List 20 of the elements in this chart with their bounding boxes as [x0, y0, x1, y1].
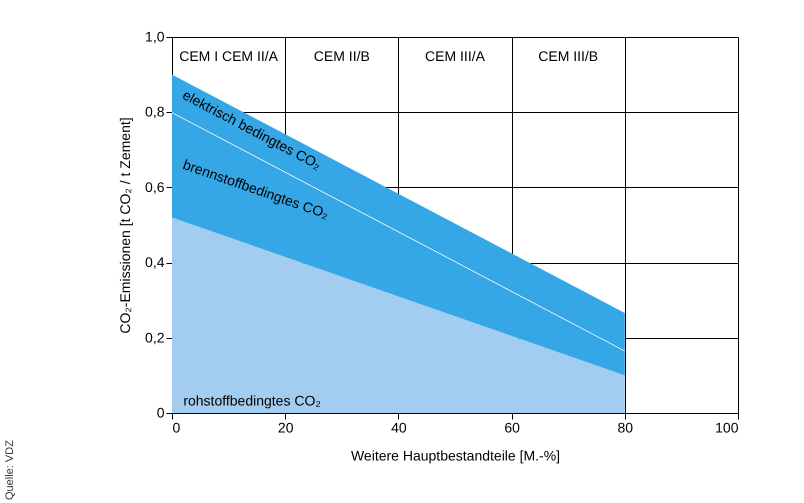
source-note: Quelle: VDZ: [4, 440, 16, 500]
x-tick-label: 80: [618, 420, 634, 436]
x-tick-label: 60: [504, 420, 520, 436]
annotation: CEM III/B: [538, 48, 598, 64]
annotation: CEM I CEM II/A: [179, 48, 279, 64]
y-tick-label: 0: [156, 404, 165, 420]
y-tick-label: 0,4: [145, 254, 165, 270]
x-tick-label: 20: [278, 420, 294, 436]
annotation: CEM II/B: [314, 48, 370, 64]
y-tick-label: 0,8: [145, 104, 165, 120]
series-label: rohstoffbedingtes CO₂: [183, 392, 321, 409]
annotation: CEM III/A: [425, 48, 486, 64]
y-tick-label: 0,2: [145, 329, 165, 346]
x-axis-title: Weitere Hauptbestandteile [M.-%]: [350, 448, 560, 464]
x-tick-label: 40: [391, 420, 407, 436]
y-axis-title: CO₂-Emissionen [t CO₂ / t Zement]: [117, 117, 134, 334]
y-tick-label: 1,0: [145, 28, 165, 44]
x-tick-label: 100: [715, 420, 739, 436]
x-tick-label: 0: [172, 420, 180, 436]
y-tick-label: 0,6: [145, 178, 165, 195]
